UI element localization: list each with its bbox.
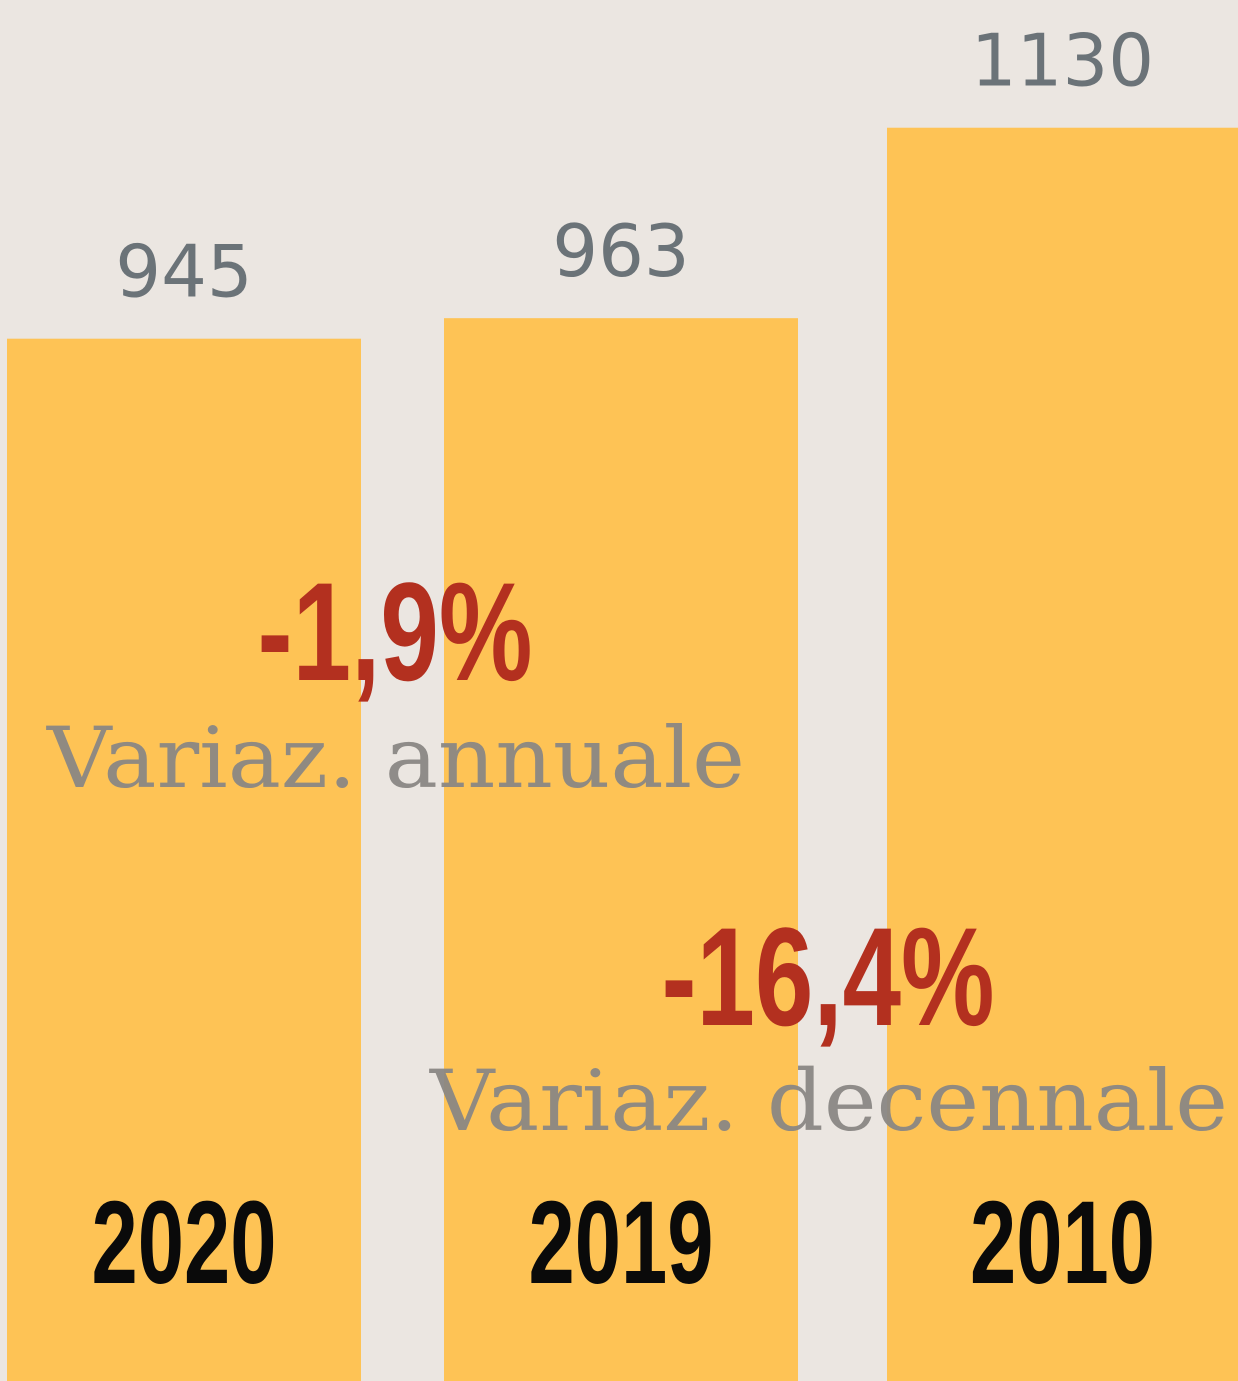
bar [7, 338, 361, 1381]
value-label: 945 [115, 230, 252, 314]
bar [887, 127, 1238, 1381]
annotation-label: Variaz. annuale [46, 709, 745, 807]
annotation-value: -16,4% [662, 898, 995, 1055]
x-tick-label: 2010 [970, 1177, 1155, 1309]
bars: 945 2020 963 2019 1130 2010 [7, 19, 1238, 1381]
value-label: 1130 [971, 19, 1154, 103]
bar [444, 318, 798, 1381]
value-label: 963 [552, 209, 689, 293]
annotation-label: Variaz. decennale [429, 1052, 1228, 1150]
x-tick-label: 2019 [529, 1177, 714, 1309]
annotation-value: -1,9% [258, 553, 533, 710]
x-tick-label: 2020 [92, 1177, 277, 1309]
